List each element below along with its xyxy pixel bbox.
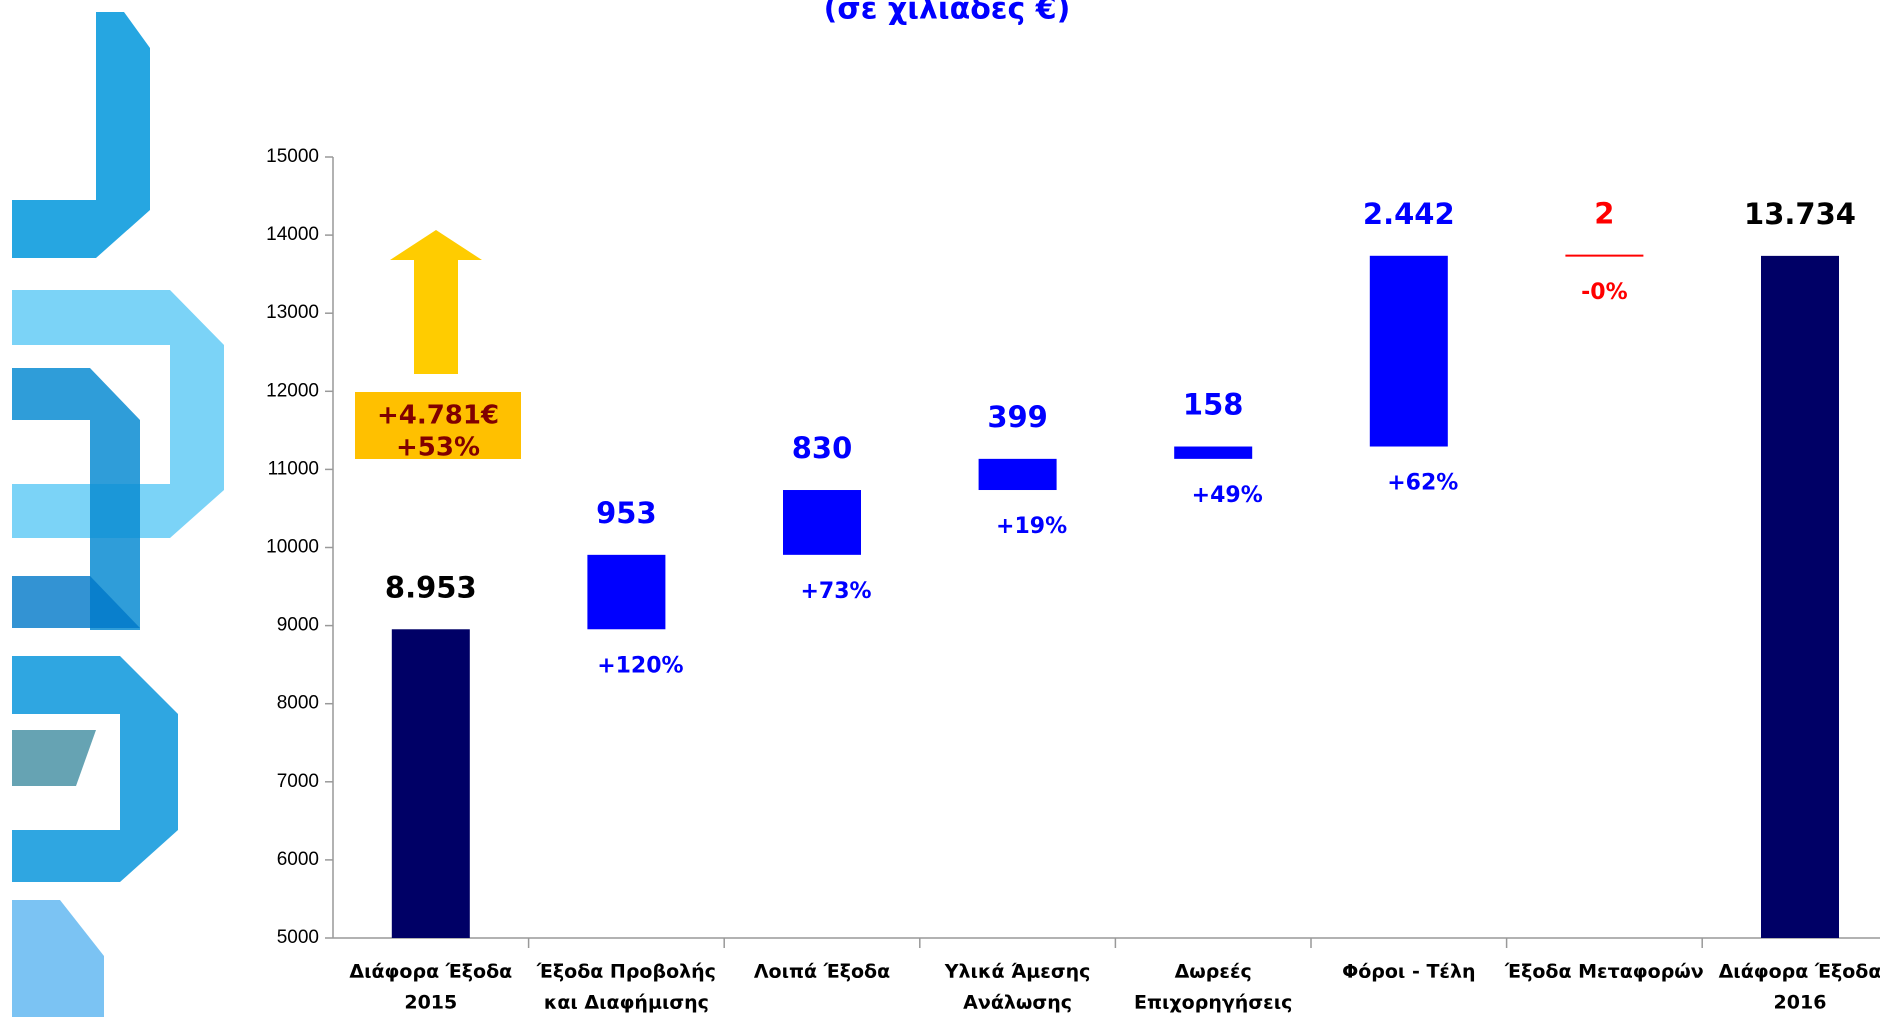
value-label: 2.442 — [1363, 197, 1455, 231]
x-tick-label: Διάφορα Έξοδα — [1719, 961, 1880, 983]
logo — [12, 12, 224, 1017]
bar — [391, 629, 470, 938]
value-label: 13.734 — [1744, 197, 1856, 231]
x-tick-label: Λοιπά Έξοδα — [754, 961, 890, 983]
x-tick-label: Υλικά Άμεσης — [944, 961, 1091, 983]
x-tick-label: Φόροι - Τέλη — [1342, 961, 1475, 983]
change-label: +19% — [996, 514, 1067, 539]
x-tick-label: Επιχορηγήσεις — [1134, 992, 1292, 1014]
change-label: -0% — [1581, 280, 1627, 305]
callout-label: +4.781€ — [377, 401, 499, 431]
y-tick-label: 12000 — [266, 380, 319, 401]
x-tick-label: Ανάλωσης — [963, 992, 1072, 1014]
bar — [978, 458, 1057, 491]
bar — [783, 490, 861, 555]
y-tick-label: 6000 — [277, 849, 319, 870]
x-tick-label: 2016 — [1774, 992, 1827, 1014]
y-tick-label: 9000 — [277, 615, 319, 636]
y-tick-label: 5000 — [277, 927, 319, 948]
x-tick-label: και Διαφήμισης — [544, 992, 709, 1014]
change-label: +73% — [800, 579, 871, 604]
bar — [587, 554, 666, 630]
y-tick-label: 11000 — [268, 458, 319, 479]
y-tick-label: 10000 — [266, 537, 319, 558]
value-label: 830 — [792, 431, 853, 465]
change-label: +49% — [1192, 483, 1263, 508]
bar — [1369, 255, 1448, 447]
value-label: 399 — [987, 400, 1048, 434]
y-tick-label: 7000 — [277, 771, 319, 792]
value-label: 953 — [596, 496, 657, 530]
y-tick-label: 14000 — [266, 224, 319, 245]
callout — [355, 230, 521, 459]
value-label: 158 — [1183, 388, 1244, 422]
y-tick-label: 15000 — [266, 146, 319, 167]
y-tick-label: 13000 — [266, 302, 319, 323]
x-tick-label: 2015 — [404, 992, 457, 1014]
x-tick-label: Έξοδα Μεταφορών — [1504, 961, 1704, 983]
x-tick-label: Διάφορα Έξοδα — [349, 961, 512, 983]
change-label: +120% — [597, 653, 683, 678]
value-label: 2 — [1594, 197, 1614, 231]
change-label: +62% — [1387, 471, 1458, 496]
bar — [1761, 255, 1839, 938]
x-tick-label: Δωρεές — [1175, 961, 1252, 983]
chart-subtitle: (σε χιλιάδες €) — [824, 0, 1071, 27]
value-label: 8.953 — [385, 570, 477, 604]
y-tick-label: 8000 — [277, 693, 319, 714]
callout-arrow — [390, 230, 482, 374]
bar — [1174, 446, 1253, 459]
x-tick-label: Έξοδα Προβολής — [536, 961, 716, 983]
callout-label: +53% — [396, 433, 480, 463]
callout-box — [355, 392, 521, 459]
